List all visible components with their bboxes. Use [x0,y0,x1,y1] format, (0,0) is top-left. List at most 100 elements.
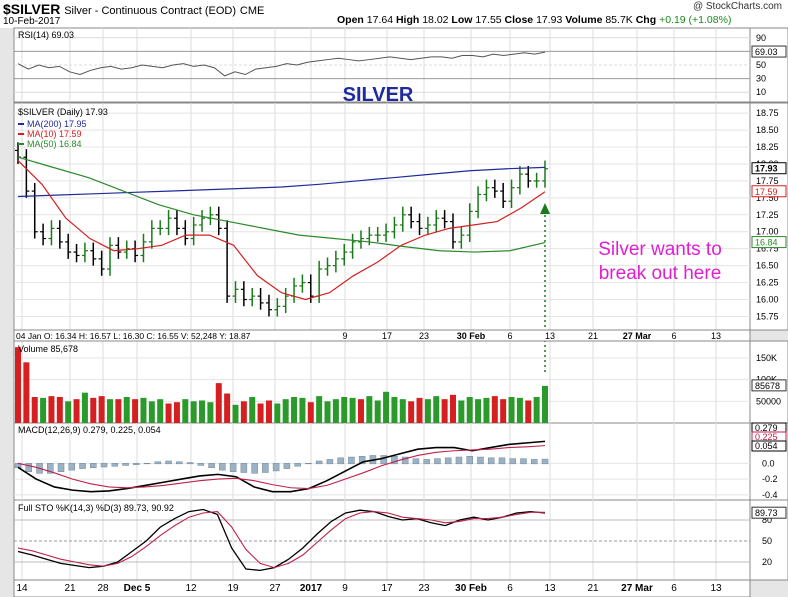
vol-tick-0: 150K [756,353,777,363]
volume-bar-29 [257,403,264,423]
macd-last-label-2: 0.054 [755,441,778,451]
volume-bar-42 [366,396,373,423]
macd-hist-39 [434,458,441,465]
volume-bar-28 [249,397,256,423]
rsi-last-box [751,45,787,58]
axis-area-rsi [749,27,788,103]
volume-bar-26 [232,404,239,423]
chart-date: 10-Feb-2017 [3,16,61,27]
rsi-line [17,51,546,77]
legend-entry-0: MA(200) 17.95 [27,119,87,129]
macd-hist-20 [229,463,237,472]
annotation-arrow [540,203,550,214]
volume-label: Volume [565,14,603,26]
rsi-last-label: 69.03 [755,47,778,57]
volume-bar-18 [165,403,172,423]
price-tick-11: 18.50 [756,125,779,135]
x-tick-8: 9 [342,583,348,594]
price-tick-5: 17.00 [756,227,779,237]
macd-hist-40 [444,457,452,465]
volume-bar-9 [90,397,97,423]
low-value: 17.55 [475,14,502,26]
volume-bar-62 [533,397,540,423]
axis-area-price [749,102,788,331]
macd-hist-19 [219,463,226,471]
legend-entry-2: MA(50) 16.84 [27,139,82,149]
volume-bar-35 [307,402,314,423]
volume-bar-31 [274,403,281,423]
volume-bar-7 [73,399,80,423]
macd-hist-48 [530,459,538,465]
bottom-x-axis [13,579,751,597]
price-last-label-2: 16.84 [755,238,778,248]
volume-bar-40 [349,397,356,423]
price-hover-readout: 04 Jan O: 16.34 H: 16.57 L: 16.30 C: 16.… [16,331,251,341]
volume-bar-50 [433,396,440,423]
macd-hist-38 [423,459,430,465]
vol-last-label: 85678 [755,381,780,391]
volume-bar-30 [265,400,272,423]
macd-hist-12 [143,463,151,465]
volume-bar-22 [199,400,206,423]
chg-value: +0.19 (+1.08%) [659,14,732,26]
macd-hist-37 [412,458,420,465]
volume-value: 85.7K [605,14,633,26]
volume-bar-61 [525,400,532,423]
price-last-box-1 [751,185,787,198]
price-last-label-1: 17.59 [755,187,778,197]
macd-hist-34 [380,455,387,465]
macd-hist-28 [315,460,323,465]
sto-tick-2: 80 [762,515,772,525]
price-tick-1: 16.00 [756,295,779,305]
macd-hist-31 [348,456,355,465]
macd-hist-23 [262,463,269,473]
volume-bar-8 [81,392,88,423]
x-tick-6: 27 [269,583,281,594]
volume-label: Volume 85,678 [18,344,78,354]
sto-last-box [751,506,787,519]
volume-bar-23 [207,402,214,423]
volume-bar-11 [107,399,114,423]
macd-hist-41 [455,456,463,465]
price-tick-0: 15.75 [756,311,779,321]
price-legend-header: $SILVER (Daily) 17.93 [18,107,108,117]
x-tick-15: 27 Mar [621,583,653,594]
volume-bar-56 [483,397,490,423]
price-tick-2: 16.25 [756,278,779,288]
panel-price [13,102,751,331]
volume-bar-14 [132,399,139,423]
ohlc-readout: Open 17.64 High 18.02 Low 17.55 Close 17… [337,14,731,26]
rsi-label: RSI(14) 69.03 [18,30,74,40]
volume-bar-41 [357,399,364,423]
macd-hist-22 [251,463,258,474]
price-tick-10: 18.25 [756,142,779,152]
volume-bar-47 [408,401,415,423]
ma-line-2 [17,156,546,253]
x-tick-14: 21 [587,583,599,594]
macd-tick-2: -0.4 [762,490,778,500]
volume-bar-0 [15,347,21,423]
mid-x-tick-1: 17 [382,331,392,341]
macd-hist-4 [57,463,65,472]
mid-x-tick-3: 30 Feb [457,331,486,341]
close-value: 17.93 [536,14,563,26]
mid-x-tick-5: 13 [545,331,555,341]
volume-bar-38 [332,399,339,423]
volume-bar-13 [123,397,130,423]
volume-bar-25 [224,393,231,423]
vol-tick-2: 50000 [756,396,781,406]
macd-hist-30 [337,457,344,465]
macd-last-box-2 [751,440,787,452]
mid-x-tick-4: 6 [507,331,512,341]
high-label: High [395,14,420,26]
macd-line [17,440,546,493]
volume-bar-10 [98,396,105,423]
volume-bar-45 [391,397,398,423]
legend-entry-1: MA(10) 17.59 [27,129,82,139]
symbol-description: Silver - Continuous Contract (EOD) [64,5,236,17]
ma-line-1 [17,160,546,301]
price-tick-7: 17.50 [756,193,779,203]
volume-bar-63 [542,385,548,423]
rsi-tick-4: 90 [756,33,766,43]
high-value: 18.02 [422,14,449,26]
